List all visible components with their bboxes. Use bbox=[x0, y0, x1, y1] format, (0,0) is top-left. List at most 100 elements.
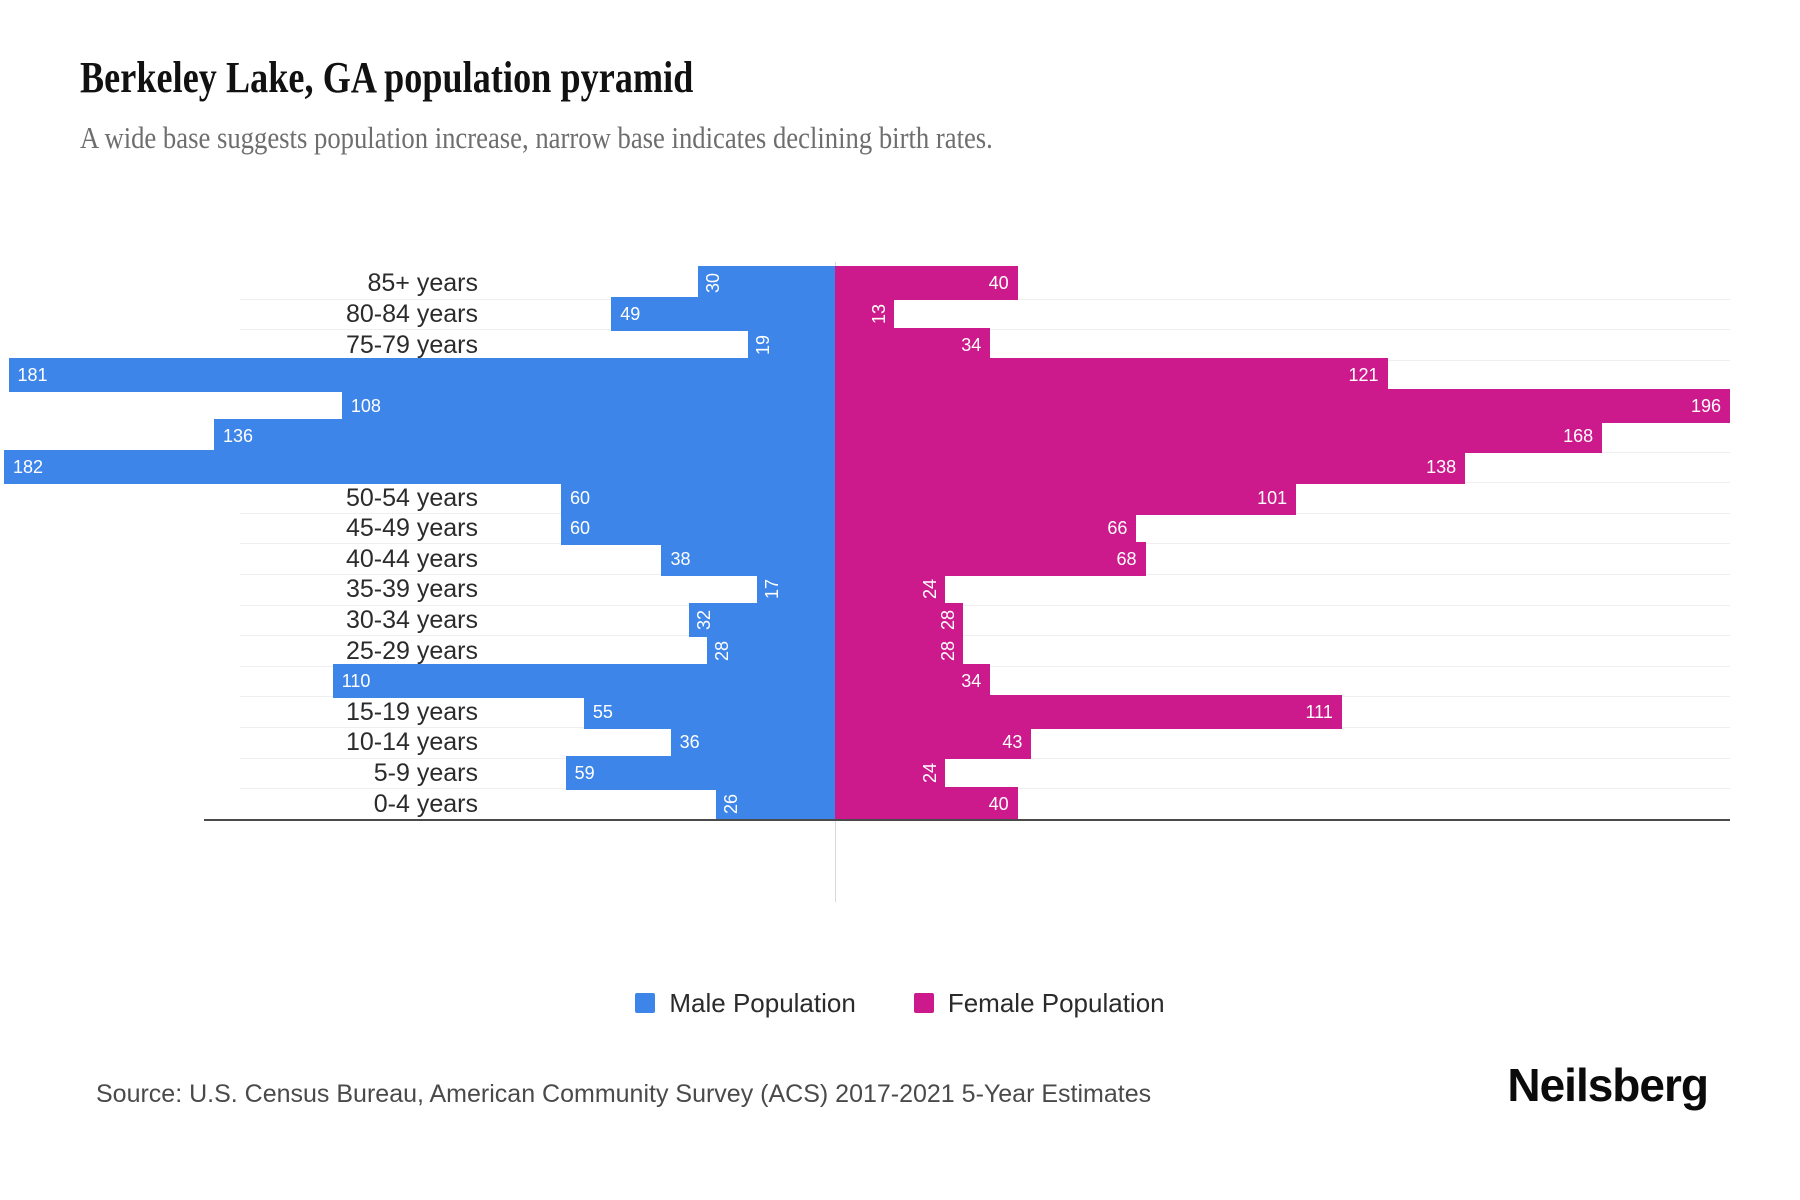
female-bar-value: 101 bbox=[1257, 487, 1288, 508]
male-bar-value: 110 bbox=[341, 671, 371, 692]
female-bar[interactable]: 24 bbox=[835, 572, 945, 607]
y-axis-label: 30-34 years bbox=[345, 605, 478, 634]
legend-item[interactable]: Male Population bbox=[635, 988, 856, 1018]
page-title: Berkeley Lake, GA population pyramid bbox=[80, 53, 694, 102]
male-bar-value: 26 bbox=[721, 793, 742, 814]
female-swatch bbox=[913, 993, 934, 1013]
chart-rows: 85+ years 30 40 80-84 years 49 13 75-79 years 1… bbox=[3, 262, 1730, 902]
male-swatch bbox=[635, 993, 656, 1013]
female-bar-value: 121 bbox=[1348, 365, 1379, 386]
y-axis-label: 35-39 years bbox=[345, 575, 478, 604]
gridline bbox=[240, 604, 1730, 606]
male-bar[interactable]: 38 bbox=[661, 541, 835, 576]
female-bar[interactable]: 24 bbox=[835, 755, 945, 790]
male-bar[interactable]: 60 bbox=[561, 480, 835, 515]
male-bar[interactable]: 30 bbox=[698, 266, 835, 301]
male-bar[interactable]: 182 bbox=[3, 449, 835, 484]
y-axis-label: 80-84 years bbox=[345, 299, 478, 328]
male-bar[interactable]: 49 bbox=[611, 296, 835, 331]
female-bar-value: 13 bbox=[869, 303, 890, 324]
male-bar-value: 19 bbox=[753, 334, 774, 355]
male-bar[interactable]: 28 bbox=[707, 633, 835, 668]
y-axis-label: 45-49 years bbox=[345, 514, 478, 543]
y-axis-label: 75-79 years bbox=[345, 330, 478, 359]
female-bar-value: 34 bbox=[961, 334, 982, 355]
female-bar[interactable]: 101 bbox=[835, 480, 1297, 515]
male-bar[interactable]: 32 bbox=[688, 602, 835, 637]
female-bar[interactable]: 28 bbox=[835, 602, 963, 637]
female-bar[interactable]: 40 bbox=[835, 266, 1018, 301]
female-bar[interactable]: 121 bbox=[835, 358, 1388, 393]
female-bar[interactable]: 34 bbox=[835, 327, 991, 362]
female-bar-value: 138 bbox=[1426, 456, 1457, 477]
female-bar[interactable]: 43 bbox=[835, 725, 1032, 760]
male-bar[interactable]: 60 bbox=[561, 511, 835, 546]
female-bar-value: 28 bbox=[937, 640, 958, 661]
male-bar[interactable]: 136 bbox=[213, 419, 835, 454]
male-bar-value: 38 bbox=[670, 548, 691, 569]
legend-item[interactable]: Female Population bbox=[913, 988, 1165, 1018]
male-bar-value: 60 bbox=[570, 518, 591, 539]
female-bar[interactable]: 168 bbox=[835, 419, 1603, 454]
female-bar-value: 66 bbox=[1107, 518, 1128, 539]
male-bar-value: 36 bbox=[679, 732, 700, 753]
male-bar-value: 55 bbox=[592, 701, 613, 722]
y-axis-label: 40-44 years bbox=[345, 544, 478, 573]
y-axis-label: 25-29 years bbox=[345, 636, 478, 665]
male-bar[interactable]: 59 bbox=[565, 755, 835, 790]
source-note: Source: U.S. Census Bureau, American Com… bbox=[96, 1080, 1152, 1108]
male-bar-value: 181 bbox=[17, 365, 48, 386]
y-axis-label: 0-4 years bbox=[373, 789, 478, 818]
female-bar[interactable]: 13 bbox=[835, 296, 895, 331]
female-bar[interactable]: 40 bbox=[835, 786, 1018, 821]
female-bar-value: 40 bbox=[988, 793, 1009, 814]
female-bar[interactable]: 34 bbox=[835, 664, 991, 699]
female-bar-value: 34 bbox=[961, 671, 982, 692]
legend-label: Male Population bbox=[669, 988, 856, 1018]
y-axis-label: 5-9 years bbox=[373, 758, 478, 787]
y-axis-label: 10-14 years bbox=[345, 728, 478, 757]
male-bar[interactable]: 55 bbox=[583, 694, 835, 729]
neilsberg-logo: Neilsberg bbox=[1507, 1059, 1709, 1111]
male-bar-value: 182 bbox=[12, 456, 43, 477]
female-bar-value: 24 bbox=[919, 579, 940, 600]
female-bar-value: 168 bbox=[1563, 426, 1594, 447]
female-bar[interactable]: 138 bbox=[835, 449, 1466, 484]
male-bar-value: 17 bbox=[762, 579, 783, 600]
male-bar[interactable]: 26 bbox=[716, 786, 835, 821]
male-bar-value: 49 bbox=[620, 303, 641, 324]
male-bar-value: 28 bbox=[712, 640, 733, 661]
female-bar-value: 196 bbox=[1690, 395, 1721, 416]
x-axis-baseline bbox=[204, 818, 1730, 821]
chart-legend: Male Population Female Population bbox=[0, 990, 1800, 1016]
y-axis-label: 50-54 years bbox=[345, 483, 478, 512]
female-bar[interactable]: 111 bbox=[835, 694, 1342, 729]
female-bar[interactable]: 66 bbox=[835, 511, 1137, 546]
female-bar-value: 40 bbox=[988, 273, 1009, 294]
female-bar[interactable]: 68 bbox=[835, 541, 1146, 576]
male-bar-value: 60 bbox=[570, 487, 591, 508]
female-bar[interactable]: 28 bbox=[835, 633, 963, 668]
male-bar[interactable]: 17 bbox=[757, 572, 835, 607]
y-axis-label: 15-19 years bbox=[345, 697, 478, 726]
male-bar[interactable]: 110 bbox=[332, 664, 835, 699]
male-bar[interactable]: 19 bbox=[748, 327, 835, 362]
female-bar-value: 28 bbox=[937, 609, 958, 630]
male-bar-value: 30 bbox=[703, 273, 723, 294]
page-subtitle: A wide base suggests population increase… bbox=[80, 120, 993, 155]
female-bar-value: 111 bbox=[1305, 701, 1333, 722]
female-bar[interactable]: 196 bbox=[835, 388, 1730, 423]
female-bar-value: 43 bbox=[1002, 732, 1023, 753]
male-bar[interactable]: 181 bbox=[8, 358, 835, 393]
gridline bbox=[240, 635, 1730, 637]
population-pyramid-chart: 85+ years 30 40 80-84 years 49 13 75-79 years 1… bbox=[3, 262, 1730, 902]
male-bar[interactable]: 36 bbox=[670, 725, 835, 760]
male-bar-value: 108 bbox=[350, 395, 381, 416]
female-bar-value: 68 bbox=[1116, 548, 1137, 569]
y-axis-label: 85+ years bbox=[367, 269, 479, 298]
male-bar-value: 32 bbox=[693, 609, 714, 630]
legend-label: Female Population bbox=[947, 988, 1165, 1018]
male-bar[interactable]: 108 bbox=[341, 388, 835, 423]
male-bar-value: 59 bbox=[574, 762, 595, 783]
